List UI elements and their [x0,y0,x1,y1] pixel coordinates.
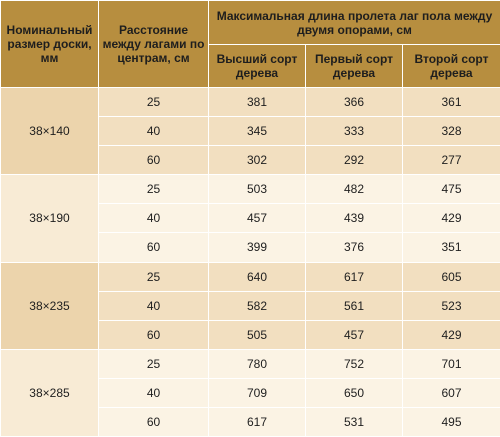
spacing-cell: 25 [98,261,209,292]
row-group: 38×235 25 640 617 605 40 582 561 523 60 … [0,261,500,350]
row-group: 38×190 25 503 482 475 40 457 439 429 60 … [0,174,500,263]
header-board-size: Номинальный размер доски, мм [0,0,99,88]
span-second-cell: 429 [402,319,500,350]
header-max-span: Максимальная длина пролета лаг пола межд… [208,0,500,45]
span-second-cell: 523 [402,290,500,321]
span-first-cell: 561 [305,290,403,321]
span-top-cell: 709 [208,377,306,408]
spacing-cell: 60 [98,319,209,350]
span-top-cell: 345 [208,116,306,147]
spacing-cell: 60 [98,145,209,176]
span-second-cell: 495 [402,406,500,437]
span-second-cell: 328 [402,116,500,147]
span-top-cell: 505 [208,319,306,350]
spacing-cell: 25 [98,174,209,205]
header-grade-first: Первый сорт дерева [305,44,403,88]
spacing-cell: 40 [98,377,209,408]
spacing-cell: 25 [98,348,209,379]
spacing-cell: 25 [98,86,209,118]
span-first-cell: 617 [305,261,403,292]
span-first-cell: 457 [305,319,403,350]
span-top-cell: 503 [208,174,306,205]
span-first-cell: 650 [305,377,403,408]
span-second-cell: 475 [402,174,500,205]
span-top-cell: 399 [208,232,306,263]
board-size-cell: 38×190 [0,174,99,263]
span-second-cell: 607 [402,377,500,408]
span-second-cell: 605 [402,261,500,292]
table-row: 40 709 650 607 [1,377,500,408]
span-first-cell: 333 [305,116,403,147]
span-top-cell: 457 [208,203,306,234]
row-group: 38×285 25 780 752 701 40 709 650 607 60 … [0,348,500,437]
span-first-cell: 482 [305,174,403,205]
span-second-cell: 351 [402,232,500,263]
span-top-cell: 640 [208,261,306,292]
span-top-cell: 617 [208,406,306,437]
table-row: 38×235 25 640 617 605 [0,261,500,350]
header-grade-second: Второй сорт дерева [402,44,500,88]
table-row: 60 505 457 429 [1,319,500,350]
span-top-cell: 302 [208,145,306,176]
span-second-cell: 701 [402,348,500,379]
span-first-cell: 366 [305,86,403,118]
spacing-cell: 40 [98,203,209,234]
span-first-cell: 752 [305,348,403,379]
spacing-cell: 40 [98,116,209,147]
board-size-cell: 38×285 [0,348,99,437]
span-first-cell: 531 [305,406,403,437]
board-size-cell: 38×140 [0,86,99,176]
table-row: 60 399 376 351 [1,232,500,263]
table-row: 60 302 292 277 [1,145,500,176]
board-size-cell: 38×235 [0,261,99,350]
spacing-cell: 60 [98,406,209,437]
span-second-cell: 361 [402,86,500,118]
span-top-cell: 780 [208,348,306,379]
span-first-cell: 439 [305,203,403,234]
spacing-cell: 60 [98,232,209,263]
table-row: 38×190 25 503 482 475 [0,174,500,263]
spacing-cell: 40 [98,290,209,321]
span-first-cell: 376 [305,232,403,263]
table-row: 38×285 25 780 752 701 [0,348,500,437]
row-group: 38×140 25 381 366 361 40 345 333 328 60 … [0,86,500,176]
span-top-cell: 582 [208,290,306,321]
header-grade-top: Высший сорт дерева [208,44,306,88]
header-joist-spacing: Расстояние между лагами по центрам, см [98,0,209,88]
span-first-cell: 292 [305,145,403,176]
table-row: 60 617 531 495 [1,406,500,437]
table-header: Номинальный размер доски, мм Расстояние … [0,0,500,88]
table-row: 40 345 333 328 [1,116,500,147]
span-second-cell: 277 [402,145,500,176]
table-row: 40 457 439 429 [1,203,500,234]
span-top-cell: 381 [208,86,306,118]
span-second-cell: 429 [402,203,500,234]
table-row: 38×140 25 381 366 361 [0,86,500,176]
